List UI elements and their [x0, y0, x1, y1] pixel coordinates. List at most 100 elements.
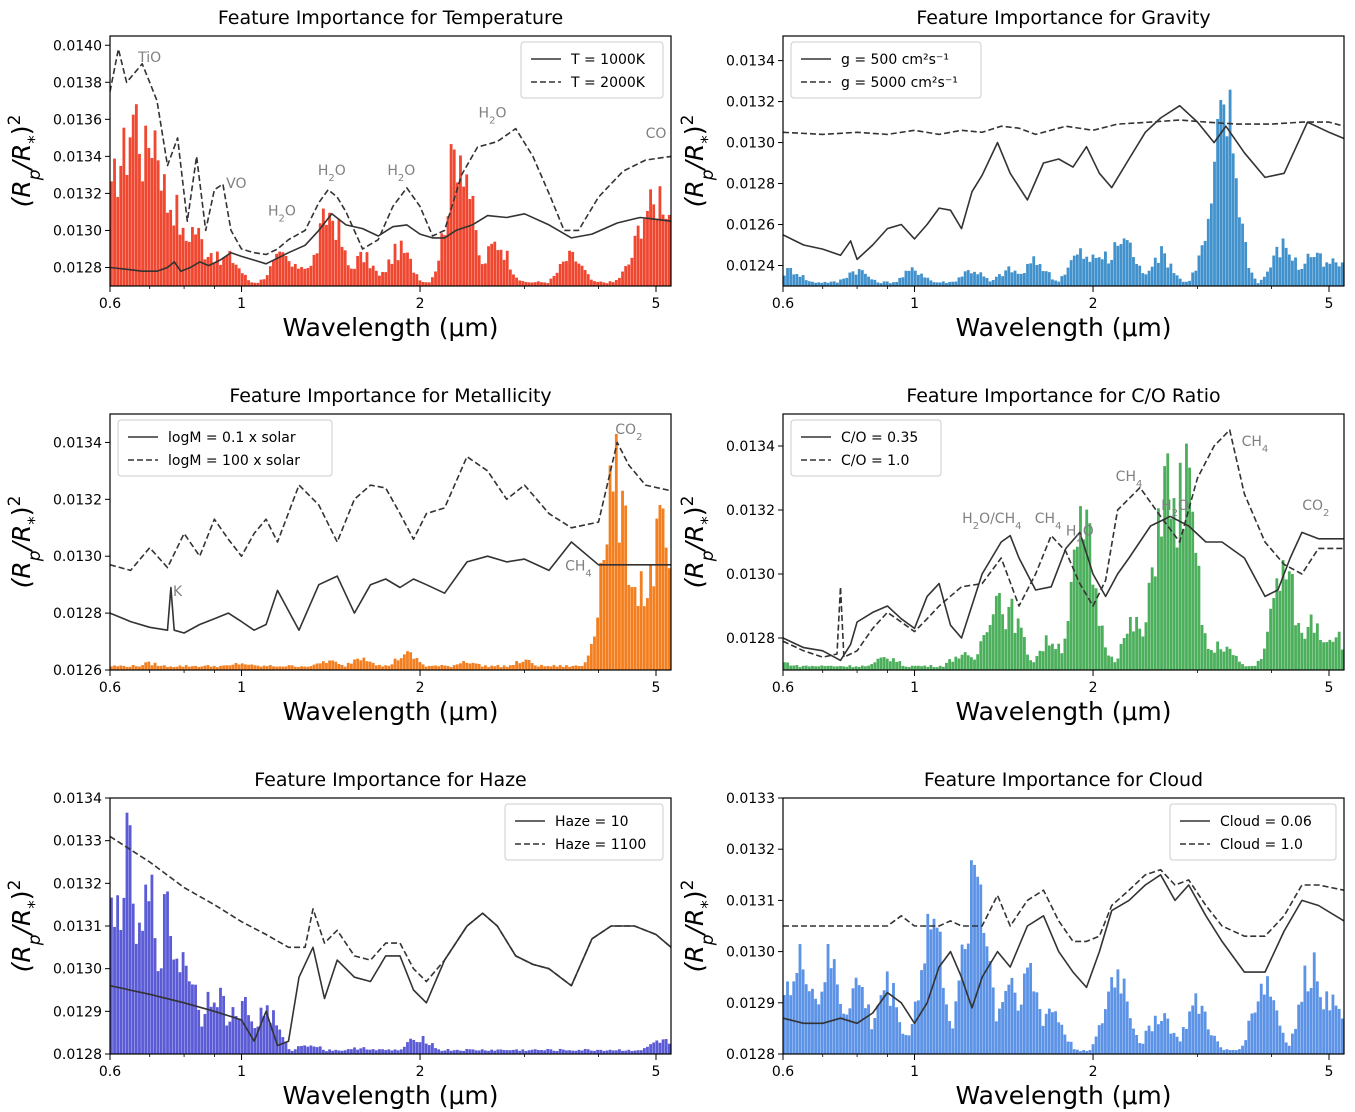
- importance-bar: [449, 144, 453, 286]
- legend-box: [790, 41, 982, 99]
- plot-area: [110, 812, 671, 1054]
- importance-bar: [359, 251, 363, 286]
- importance-bar: [1200, 1005, 1204, 1054]
- importance-bar: [1041, 271, 1045, 286]
- importance-bar: [960, 276, 964, 286]
- y-tick-label: 0.0133: [53, 834, 102, 850]
- importance-bar: [892, 983, 895, 1054]
- importance-bar: [315, 663, 319, 670]
- importance-bar: [801, 275, 805, 286]
- importance-bar: [303, 666, 307, 670]
- importance-bar: [876, 1005, 880, 1054]
- importance-bar: [621, 490, 624, 670]
- importance-bar: [807, 281, 811, 286]
- importance-bar: [418, 280, 422, 286]
- importance-bar: [1100, 625, 1104, 670]
- importance-bar: [418, 661, 422, 670]
- importance-bar: [496, 664, 500, 670]
- importance-bar: [402, 1046, 406, 1054]
- y-tick-label: 0.0130: [53, 962, 102, 978]
- importance-bar: [159, 968, 163, 1054]
- importance-bar: [639, 1050, 643, 1054]
- importance-bar: [471, 195, 475, 286]
- importance-bar: [365, 1049, 369, 1054]
- importance-bar: [1194, 552, 1198, 670]
- importance-bar: [842, 1013, 846, 1054]
- importance-bar: [1225, 646, 1229, 670]
- importance-bar: [297, 268, 300, 286]
- importance-bar: [1116, 245, 1120, 286]
- importance-bar: [384, 665, 388, 670]
- importance-bar: [1312, 632, 1316, 670]
- importance-bar: [1272, 1000, 1276, 1054]
- importance-bar: [315, 253, 319, 286]
- importance-bar: [614, 433, 618, 670]
- importance-bar: [490, 1049, 494, 1054]
- y-tick-label: 0.0130: [53, 549, 102, 565]
- importance-bar: [225, 1025, 229, 1054]
- importance-bar: [565, 1050, 568, 1054]
- importance-bar: [1135, 1035, 1138, 1054]
- importance-bar: [462, 661, 465, 670]
- importance-bar: [431, 1043, 434, 1054]
- importance-bar: [122, 665, 126, 670]
- importance-bar: [265, 275, 269, 286]
- importance-bar: [1256, 660, 1260, 670]
- importance-bar: [627, 584, 631, 670]
- importance-bar: [1007, 606, 1011, 670]
- importance-bar: [979, 272, 983, 286]
- importance-bar: [1079, 248, 1082, 286]
- importance-bar: [860, 665, 864, 670]
- importance-bar: [424, 666, 428, 670]
- importance-bar: [1019, 273, 1023, 286]
- importance-bar: [191, 984, 194, 1054]
- importance-bar: [888, 661, 892, 670]
- importance-bar: [558, 665, 562, 670]
- importance-bar: [1209, 1035, 1213, 1054]
- importance-bar: [247, 664, 250, 670]
- importance-bar: [1244, 666, 1248, 670]
- importance-bar: [281, 252, 285, 286]
- importance-bar: [374, 270, 378, 286]
- importance-bar: [533, 1049, 537, 1054]
- importance-bar: [337, 1050, 341, 1054]
- importance-bar: [499, 1049, 503, 1054]
- importance-bar: [1272, 598, 1276, 670]
- importance-bar: [910, 267, 914, 286]
- importance-bar: [602, 1050, 606, 1054]
- importance-bar: [649, 1044, 652, 1054]
- importance-bar: [215, 1007, 219, 1054]
- importance-bar: [1191, 511, 1195, 670]
- y-tick-label: 0.0136: [53, 112, 102, 128]
- importance-bar: [1069, 1041, 1073, 1054]
- series-line-1: [110, 912, 671, 1047]
- importance-bar: [1004, 629, 1008, 670]
- chart-title: Feature Importance for Haze: [254, 769, 527, 791]
- importance-bar: [832, 959, 836, 1054]
- importance-bar: [611, 1050, 615, 1054]
- importance-bar: [910, 1024, 914, 1054]
- importance-bar: [970, 657, 973, 670]
- legend: logM = 0.1 x solar logM = 100 x solar: [117, 419, 333, 477]
- importance-bar: [1209, 650, 1213, 670]
- importance-bar: [614, 1050, 618, 1054]
- importance-bar: [829, 281, 833, 286]
- importance-bar: [1185, 443, 1188, 670]
- importance-bar: [835, 666, 839, 670]
- importance-bar: [293, 263, 297, 286]
- importance-bars: [783, 89, 1344, 286]
- importance-bar: [804, 984, 808, 1054]
- importance-bar: [527, 1050, 531, 1054]
- importance-bar: [568, 1050, 571, 1054]
- importance-bar: [901, 277, 905, 286]
- importance-bar: [814, 666, 817, 670]
- importance-bar: [128, 137, 132, 286]
- annotation-label: CO2: [615, 422, 642, 443]
- importance-bar: [1315, 981, 1319, 1054]
- axes-frame: [782, 797, 1345, 1055]
- importance-bar: [1160, 536, 1163, 670]
- importance-bar: [378, 664, 381, 670]
- x-tick-label: 5: [1325, 296, 1334, 312]
- importance-bar: [530, 1049, 534, 1054]
- importance-bar: [480, 1049, 484, 1054]
